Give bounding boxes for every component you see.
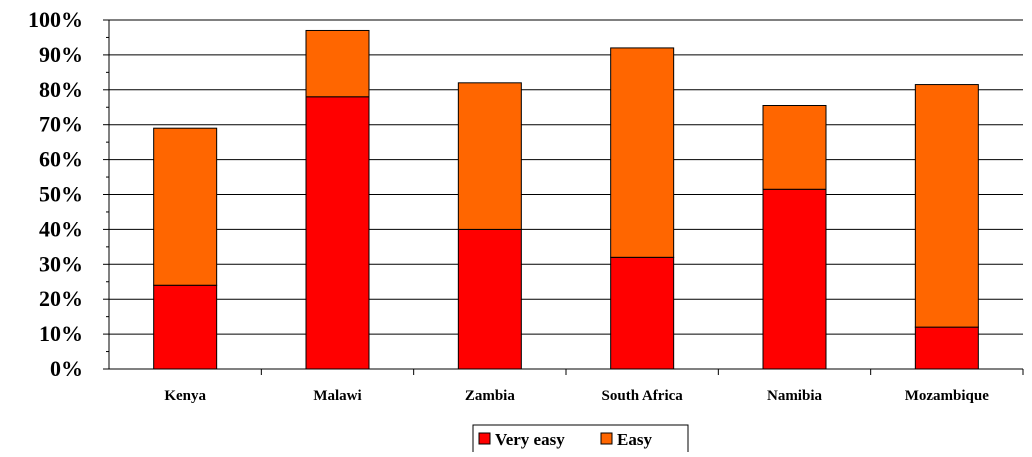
x-tick-label: Malawi: [313, 388, 361, 404]
bar-easy: [914, 84, 979, 328]
x-tick-label: South Africa: [602, 388, 684, 404]
y-tick-label: 20%: [39, 286, 83, 311]
x-tick-label: Namibia: [767, 388, 823, 404]
legend-swatch: [478, 432, 491, 445]
bar-very-easy: [914, 326, 979, 370]
y-tick-label: 60%: [39, 147, 83, 172]
gridlines: [109, 19, 1023, 335]
x-tick-label: Zambia: [465, 388, 516, 404]
bar-very-easy: [762, 188, 827, 370]
y-tick-label: 30%: [39, 251, 83, 276]
bar-very-easy: [153, 284, 218, 370]
y-tick-label: 100%: [28, 7, 83, 32]
bar-easy: [762, 105, 827, 190]
y-tick-label: 70%: [39, 112, 83, 137]
legend-swatch: [600, 432, 613, 445]
bar-easy: [610, 47, 675, 258]
bar-easy: [457, 82, 522, 230]
bar-easy: [305, 29, 370, 98]
y-tick-label: 50%: [39, 182, 83, 207]
x-axis-tick-labels: Kenya Malawi Zambia South Africa Namibia Moza…: [164, 388, 989, 404]
legend: Very easy Easy: [472, 424, 689, 454]
y-tick-label: 40%: [39, 216, 83, 241]
legend-box: [472, 424, 689, 454]
bar-easy: [153, 127, 218, 286]
bars: [153, 29, 979, 370]
bar-very-easy: [305, 96, 370, 370]
legend-label: Very easy: [495, 430, 565, 449]
axes: [103, 19, 1024, 375]
x-tick-label: Kenya: [164, 388, 206, 404]
bar-very-easy: [610, 256, 675, 370]
y-tick-label: 90%: [39, 42, 83, 67]
legend-label: Easy: [617, 430, 652, 449]
bar-very-easy: [457, 228, 522, 370]
y-tick-label: 80%: [39, 77, 83, 102]
y-tick-label: 10%: [39, 321, 83, 346]
x-tick-label: Mozambique: [905, 388, 990, 404]
y-axis-tick-labels: 0% 10% 20% 30% 40% 50% 60% 70% 80% 90% 100%: [28, 7, 83, 381]
y-tick-label: 0%: [50, 356, 83, 381]
